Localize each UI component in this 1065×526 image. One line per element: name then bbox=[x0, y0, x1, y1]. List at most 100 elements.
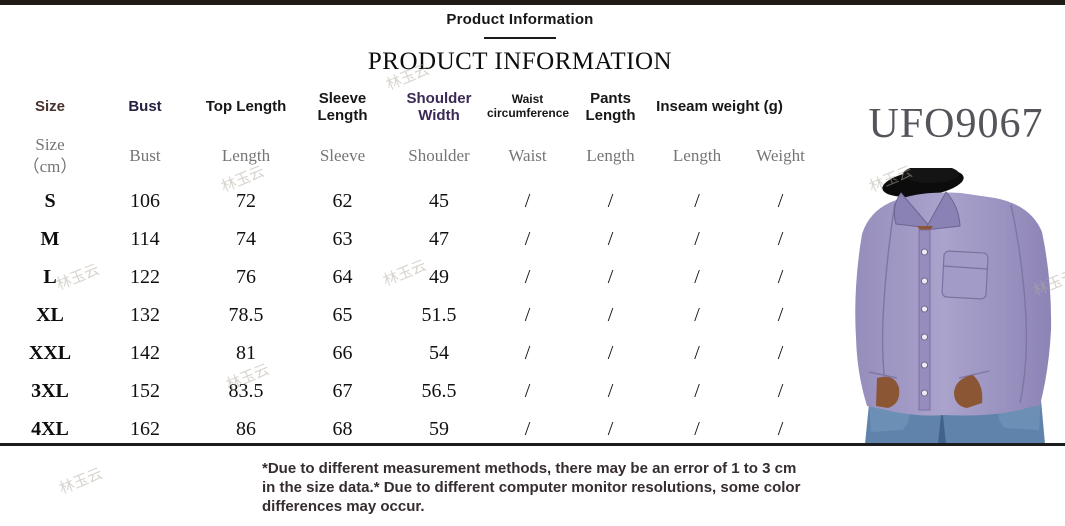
model-purple-shirt-illustration bbox=[855, 165, 1052, 444]
table-cell: / bbox=[524, 379, 531, 402]
table-cell: / bbox=[607, 265, 614, 288]
product-photo bbox=[843, 165, 1065, 444]
section-divider-line bbox=[0, 443, 1065, 446]
table-row: S 106 72 62 45 / / / / bbox=[8, 182, 820, 220]
table-cell: 51.5 bbox=[421, 303, 457, 326]
disclaimer-text: *Due to different measurement methods, t… bbox=[262, 460, 801, 515]
table-cell: 66 bbox=[332, 341, 353, 364]
table-cell: 86 bbox=[236, 417, 256, 440]
table-cell: 122 bbox=[130, 265, 160, 288]
table-cell: / bbox=[524, 265, 531, 288]
page-title: PRODUCT INFORMATION bbox=[367, 48, 673, 75]
column-header-sleeve-length: Sleeve Length bbox=[317, 89, 368, 124]
size-label: 4XL bbox=[31, 417, 69, 440]
table-cell: / bbox=[524, 341, 531, 364]
subheader-inseam-length: Length bbox=[672, 145, 722, 165]
table-cell: / bbox=[607, 303, 614, 326]
size-label: M bbox=[40, 227, 60, 250]
table-cell: 72 bbox=[236, 189, 256, 212]
table-cell: 54 bbox=[429, 341, 449, 364]
table-cell: 74 bbox=[236, 227, 256, 250]
table-cell: 78.5 bbox=[228, 303, 264, 326]
product-code: UFO9067 bbox=[868, 101, 1044, 147]
table-cell: 68 bbox=[332, 417, 353, 440]
table-cell: 62 bbox=[332, 189, 353, 212]
subheader-bust: Bust bbox=[129, 145, 161, 165]
size-label: XL bbox=[36, 303, 64, 326]
table-cell: 81 bbox=[236, 341, 256, 364]
table-cell: / bbox=[777, 303, 784, 326]
table-cell: / bbox=[607, 379, 614, 402]
table-subheader-row: Size （cm） Bust Length Sleeve Shoulder Wa… bbox=[8, 130, 820, 182]
column-header-waist: Waist circumference bbox=[487, 92, 570, 120]
table-row: 4XL 162 86 68 59 / / / / bbox=[8, 410, 820, 448]
table-cell: / bbox=[694, 265, 700, 288]
section-title: Product Information bbox=[446, 11, 594, 28]
table-cell: 152 bbox=[130, 379, 160, 402]
size-label: L bbox=[43, 265, 57, 288]
size-chart-table: Size Bust Top Length Sleeve Length Shoul… bbox=[8, 84, 820, 448]
table-cell: 63 bbox=[332, 227, 353, 250]
table-cell: / bbox=[777, 265, 784, 288]
column-header-shoulder-width: Shoulder Width bbox=[406, 89, 472, 124]
table-cell: 45 bbox=[429, 189, 449, 212]
table-cell: / bbox=[524, 189, 531, 212]
table-cell: / bbox=[694, 227, 700, 250]
table-cell: / bbox=[777, 379, 784, 402]
column-header-size: Size bbox=[34, 98, 65, 116]
table-cell: / bbox=[607, 227, 614, 250]
table-cell: 49 bbox=[429, 265, 449, 288]
size-label: XXL bbox=[28, 341, 72, 364]
table-cell: / bbox=[777, 341, 784, 364]
subheader-size-cm: Size （cm） bbox=[22, 134, 78, 176]
table-cell: 76 bbox=[236, 265, 256, 288]
title-underline bbox=[484, 37, 556, 39]
table-cell: / bbox=[607, 417, 614, 440]
table-cell: / bbox=[694, 417, 700, 440]
table-row: 3XL 152 83.5 67 56.5 / / / / bbox=[8, 372, 820, 410]
table-cell: / bbox=[777, 189, 784, 212]
table-cell: / bbox=[607, 341, 614, 364]
table-cell: / bbox=[524, 303, 531, 326]
table-cell: / bbox=[694, 379, 700, 402]
watermark: 林玉云 bbox=[56, 465, 105, 498]
subheader-shoulder: Shoulder bbox=[408, 145, 470, 165]
table-cell: 106 bbox=[130, 189, 160, 212]
subheader-length: Length bbox=[221, 145, 271, 165]
title-block: Product Information PRODUCT INFORMATION bbox=[0, 11, 1040, 76]
table-cell: 56.5 bbox=[421, 379, 457, 402]
table-row: M 114 74 63 47 / / / / bbox=[8, 220, 820, 258]
table-cell: / bbox=[607, 189, 614, 212]
table-header-row: Size Bust Top Length Sleeve Length Shoul… bbox=[8, 84, 820, 130]
table-cell: 64 bbox=[332, 265, 353, 288]
table-cell: / bbox=[694, 189, 700, 212]
table-cell: / bbox=[524, 417, 531, 440]
table-cell: 59 bbox=[429, 417, 449, 440]
table-cell: 114 bbox=[130, 227, 160, 250]
table-cell: / bbox=[524, 227, 531, 250]
table-cell: 67 bbox=[332, 379, 353, 402]
table-cell: 47 bbox=[429, 227, 449, 250]
table-row: XL 132 78.5 65 51.5 / / / / bbox=[8, 296, 820, 334]
table-cell: 65 bbox=[332, 303, 353, 326]
table-cell: / bbox=[777, 417, 784, 440]
table-cell: 83.5 bbox=[228, 379, 264, 402]
table-cell: 162 bbox=[130, 417, 160, 440]
table-cell: 132 bbox=[130, 303, 160, 326]
table-row: XXL 142 81 66 54 / / / / bbox=[8, 334, 820, 372]
table-cell: / bbox=[694, 303, 700, 326]
column-header-top-length: Top Length bbox=[205, 98, 287, 116]
subheader-waist: Waist bbox=[508, 145, 547, 165]
subheader-weight: Weight bbox=[756, 145, 805, 165]
size-label: S bbox=[44, 189, 56, 212]
top-border-bar bbox=[0, 0, 1065, 5]
column-header-bust: Bust bbox=[128, 98, 162, 116]
subheader-sleeve: Sleeve bbox=[319, 145, 366, 165]
column-header-pants-length: Pants Length bbox=[585, 89, 636, 124]
table-cell: / bbox=[694, 341, 700, 364]
column-header-inseam-weight: Inseam weight (g) bbox=[656, 98, 783, 116]
table-row: L 122 76 64 49 / / / / bbox=[8, 258, 820, 296]
subheader-pants-length: Length bbox=[586, 145, 635, 165]
size-label: 3XL bbox=[31, 379, 69, 402]
